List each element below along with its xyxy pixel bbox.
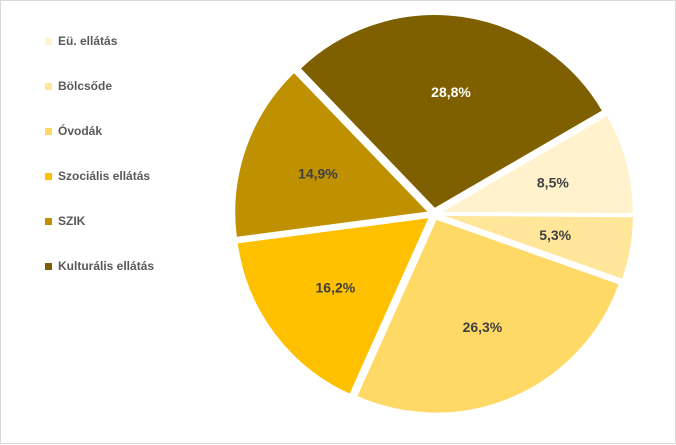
data-label: 14,9% [298, 165, 338, 181]
data-label: 26,3% [463, 319, 503, 335]
pie-slice [233, 70, 432, 239]
legend-item: Bölcsőde [45, 76, 245, 96]
data-label: 28,8% [431, 84, 471, 100]
pie-slice [435, 113, 635, 216]
legend-label: Eü. ellátás [58, 34, 118, 48]
legend-label: Szociális ellátás [58, 169, 151, 183]
legend-swatch [45, 217, 52, 225]
legend-label: Bölcsőde [58, 79, 113, 93]
data-label: 16,2% [316, 279, 356, 295]
legend-swatch [45, 37, 52, 45]
legend-label: Óvodák [58, 124, 103, 138]
legend-item: SZIK [45, 211, 245, 231]
legend-swatch [45, 127, 52, 135]
legend-item: Szociális ellátás [45, 166, 245, 186]
pie-slice [298, 13, 605, 211]
data-label: 8,5% [537, 174, 569, 190]
legend-item: Eü. ellátás [45, 31, 245, 51]
legend-item: Óvodák [45, 121, 245, 141]
pie-slice [354, 217, 622, 415]
pie-slice [235, 215, 432, 397]
legend-label: SZIK [58, 214, 86, 228]
data-label: 5,3% [539, 227, 571, 243]
legend-swatch [45, 82, 52, 90]
legend-label: Kulturális ellátás [58, 259, 155, 273]
legend-swatch [45, 262, 52, 270]
pie-slice [438, 213, 635, 282]
legend-swatch [45, 172, 52, 180]
legend-item: Kulturális ellátás [45, 256, 245, 276]
